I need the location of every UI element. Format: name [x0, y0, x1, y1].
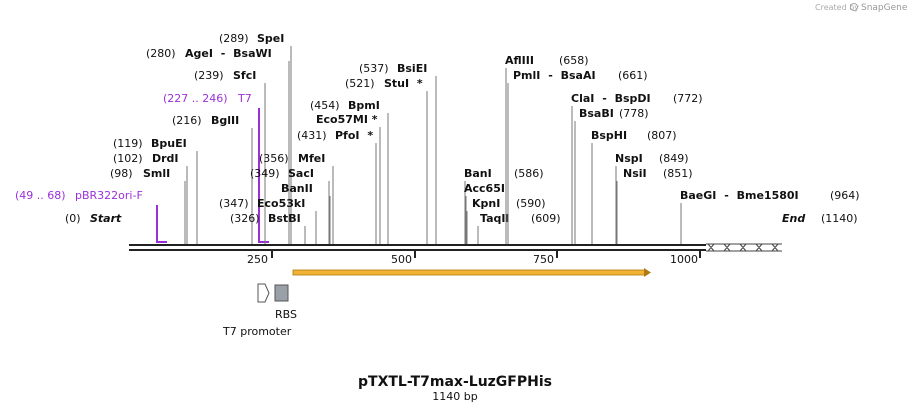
label-name: BstBI — [268, 212, 301, 225]
label-name: BpuEI — [151, 137, 187, 150]
position: (49 .. 68) — [15, 189, 66, 202]
created-by: Created by — [815, 3, 859, 12]
break — [706, 244, 782, 251]
rbs-label: RBS — [275, 308, 297, 321]
label-name: BanI — [464, 167, 492, 180]
break-marks — [706, 243, 782, 252]
position: (347) — [219, 197, 249, 210]
label-name: PmlI - BsaAI — [513, 69, 596, 82]
label-name: SmlI — [143, 167, 170, 180]
label-name: KpnI — [472, 197, 500, 210]
label-name: AflIII — [505, 54, 534, 67]
position: (590) — [516, 197, 546, 210]
label-name: Start — [90, 212, 122, 225]
position: (349) — [250, 167, 280, 180]
position: (586) — [514, 167, 544, 180]
label-name: BglII — [211, 114, 239, 127]
position: (102) — [113, 152, 143, 165]
position: (216) — [172, 114, 202, 127]
label-name: Acc65I — [464, 182, 505, 195]
label-name: BspHI — [591, 129, 627, 142]
label-name: Eco53kI — [257, 197, 305, 210]
brand: SnapGene — [861, 3, 908, 13]
position: (280) — [146, 47, 176, 60]
logo — [850, 3, 858, 11]
ruler-ticks — [271, 251, 701, 258]
label-name: StuI * — [384, 77, 423, 90]
label-name: pBR322ori-F — [75, 189, 143, 202]
label-name: AgeI - BsaWI — [185, 47, 272, 60]
primer-mark — [258, 108, 269, 243]
position: (851) — [663, 167, 693, 180]
position: (658) — [559, 54, 589, 67]
ruler-label: 750 — [533, 253, 554, 266]
position: (537) — [359, 62, 389, 75]
label-name: SfcI — [233, 69, 256, 82]
label-name: BpmI — [348, 99, 380, 112]
label-name: DrdI — [152, 152, 179, 165]
position: (609) — [531, 212, 561, 225]
ruler-label: 1000 — [670, 253, 698, 266]
position: (1140) — [821, 212, 858, 225]
primer-mark — [156, 205, 167, 243]
label-name: SacI — [288, 167, 314, 180]
length: 1140 bp — [432, 390, 477, 403]
position: (289) — [219, 32, 249, 45]
promoter-label: T7 promoter — [222, 325, 292, 338]
position: (356) — [259, 152, 289, 165]
label-name: ClaI - BspDI — [571, 92, 651, 105]
label-name: BaeGI - Bme1580I — [680, 189, 799, 202]
position: (227 .. 246) — [163, 92, 228, 105]
rbs-shape — [274, 284, 289, 302]
label-name: Eco57MI * — [316, 113, 378, 126]
position: (431) — [297, 129, 327, 142]
label-name: MfeI — [298, 152, 325, 165]
label-name: NspI — [615, 152, 643, 165]
label-name: PfoI * — [335, 129, 373, 142]
position: (98) — [110, 167, 133, 180]
position: (807) — [647, 129, 677, 142]
ruler-label: 500 — [391, 253, 412, 266]
position: (521) — [345, 77, 375, 90]
position: (326) — [230, 212, 260, 225]
position: (661) — [618, 69, 648, 82]
label-name: End — [782, 212, 805, 225]
label-name: BsiEI — [397, 62, 427, 75]
label-name: TaqII — [480, 212, 510, 225]
title: pTXTL-T7max-LuzGFPHis — [358, 374, 552, 390]
label-name: NsiI — [623, 167, 647, 180]
position: (239) — [194, 69, 224, 82]
label-name: T7 — [237, 92, 252, 105]
position: (964) — [830, 189, 860, 202]
label-name: BsaBI — [579, 107, 614, 120]
orf — [292, 269, 646, 276]
ruler-label: 250 — [247, 253, 268, 266]
position: (0) — [65, 212, 81, 225]
label-name: BanII — [281, 182, 313, 195]
position: (849) — [659, 152, 689, 165]
position: (772) — [673, 92, 703, 105]
position: (119) — [113, 137, 143, 150]
position: (778) — [619, 107, 649, 120]
promoter-shape — [257, 283, 270, 303]
position: (454) — [310, 99, 340, 112]
labels: (289) SpeI (280) AgeI - BsaWI (239) SfcI (227 … — [15, 32, 860, 244]
orf-head — [644, 268, 651, 277]
label-name: SpeI — [257, 32, 284, 45]
